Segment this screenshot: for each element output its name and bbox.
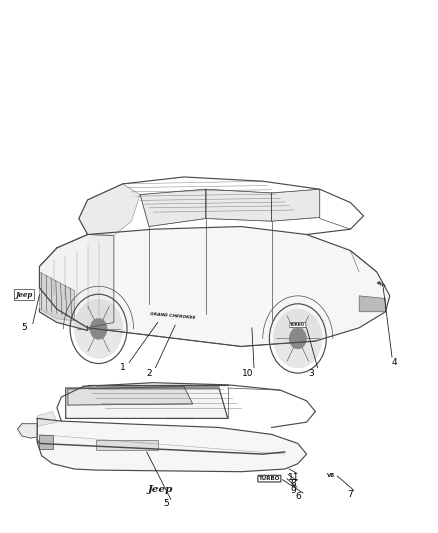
FancyBboxPatch shape: [96, 440, 158, 450]
Polygon shape: [140, 189, 206, 227]
Text: 3: 3: [308, 369, 314, 377]
Text: 6: 6: [295, 492, 301, 501]
Text: 2: 2: [146, 369, 152, 377]
Circle shape: [274, 309, 322, 368]
Polygon shape: [37, 411, 57, 426]
Text: TURBO: TURBO: [290, 323, 305, 327]
Text: 11: 11: [288, 473, 299, 481]
Polygon shape: [88, 227, 390, 346]
Polygon shape: [79, 184, 140, 236]
Text: 8: 8: [290, 480, 297, 488]
Polygon shape: [39, 272, 74, 321]
Circle shape: [90, 318, 107, 340]
Circle shape: [290, 328, 307, 349]
Polygon shape: [39, 309, 88, 330]
Text: 4: 4: [392, 358, 397, 367]
Polygon shape: [18, 424, 37, 438]
Text: 1: 1: [120, 364, 126, 372]
Polygon shape: [66, 388, 228, 418]
Polygon shape: [272, 189, 320, 221]
Text: 4WD: 4WD: [376, 281, 386, 289]
Text: 5: 5: [163, 499, 170, 508]
Polygon shape: [39, 235, 114, 328]
FancyBboxPatch shape: [39, 435, 53, 449]
Polygon shape: [359, 296, 385, 312]
Circle shape: [74, 300, 123, 358]
Text: TURBO: TURBO: [259, 476, 280, 481]
Text: Jeep: Jeep: [15, 290, 33, 299]
Text: 5: 5: [21, 324, 27, 332]
Text: Jeep: Jeep: [147, 485, 173, 494]
Polygon shape: [68, 386, 193, 405]
Text: 9: 9: [290, 486, 297, 495]
Polygon shape: [206, 189, 272, 221]
Text: GRAND CHEROKEE: GRAND CHEROKEE: [150, 312, 196, 319]
Text: V8: V8: [327, 473, 335, 479]
Text: 10: 10: [242, 369, 253, 377]
Text: 7: 7: [347, 490, 353, 499]
Polygon shape: [37, 418, 307, 472]
